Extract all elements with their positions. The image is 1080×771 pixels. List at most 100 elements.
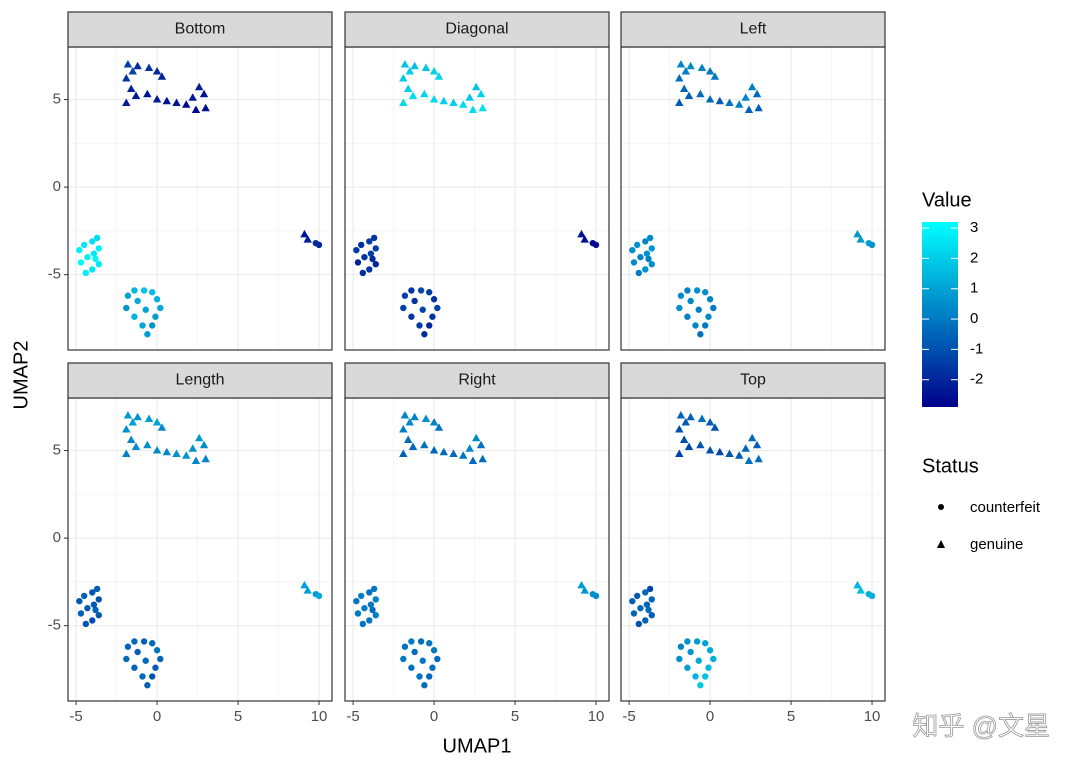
point bbox=[676, 655, 683, 663]
point bbox=[194, 433, 204, 442]
point bbox=[434, 304, 441, 312]
point bbox=[752, 89, 762, 98]
point bbox=[695, 657, 702, 664]
panel-background bbox=[68, 398, 332, 701]
point bbox=[642, 266, 649, 273]
strip bbox=[344, 362, 610, 399]
point bbox=[131, 638, 138, 645]
point bbox=[131, 287, 138, 294]
point bbox=[95, 596, 102, 603]
point bbox=[300, 580, 309, 589]
point bbox=[735, 100, 744, 108]
color-legend-title: Value bbox=[922, 189, 972, 211]
point bbox=[400, 411, 410, 419]
point bbox=[633, 592, 641, 600]
x-axis-title: UMAP1 bbox=[443, 735, 512, 757]
point bbox=[372, 245, 379, 252]
point bbox=[152, 95, 162, 103]
point bbox=[144, 682, 151, 689]
point bbox=[697, 682, 704, 689]
point bbox=[162, 96, 171, 105]
point bbox=[684, 442, 694, 451]
point bbox=[697, 331, 704, 338]
point bbox=[144, 414, 154, 423]
point bbox=[124, 292, 132, 299]
point bbox=[191, 456, 201, 465]
point bbox=[134, 297, 141, 305]
watermark: 知乎 @文星 bbox=[912, 711, 1050, 741]
strip-label: Length bbox=[176, 372, 225, 389]
point bbox=[646, 234, 654, 242]
point bbox=[635, 620, 643, 628]
point bbox=[417, 638, 425, 645]
point bbox=[408, 638, 415, 645]
point bbox=[421, 682, 428, 689]
point bbox=[152, 67, 162, 75]
point bbox=[684, 287, 691, 294]
point bbox=[92, 606, 99, 614]
point bbox=[89, 617, 96, 624]
point bbox=[675, 425, 684, 433]
point bbox=[853, 229, 862, 238]
point bbox=[416, 322, 423, 329]
y-tick-label: -5 bbox=[48, 266, 61, 283]
point bbox=[408, 664, 415, 671]
point bbox=[400, 304, 407, 312]
point bbox=[648, 596, 655, 603]
point bbox=[702, 640, 709, 647]
point bbox=[693, 287, 701, 294]
point bbox=[868, 592, 876, 600]
point bbox=[354, 610, 362, 617]
point bbox=[123, 60, 133, 68]
point bbox=[706, 647, 714, 654]
point bbox=[449, 98, 458, 107]
point bbox=[687, 648, 694, 656]
point bbox=[370, 585, 378, 593]
point bbox=[856, 235, 865, 243]
point bbox=[123, 304, 130, 312]
point bbox=[630, 259, 638, 266]
point bbox=[92, 255, 99, 263]
point bbox=[853, 580, 862, 589]
point bbox=[459, 100, 468, 108]
point bbox=[752, 440, 762, 449]
point bbox=[648, 245, 655, 252]
point bbox=[754, 103, 763, 112]
point bbox=[152, 418, 162, 426]
y-tick-label: 0 bbox=[53, 529, 61, 546]
point bbox=[710, 72, 720, 80]
point bbox=[82, 620, 90, 628]
point bbox=[188, 444, 197, 452]
point bbox=[420, 89, 429, 98]
point bbox=[429, 67, 439, 75]
point bbox=[696, 89, 705, 98]
point bbox=[478, 103, 487, 112]
x-tick-label: 5 bbox=[787, 708, 795, 725]
point bbox=[361, 253, 368, 261]
point bbox=[676, 411, 686, 419]
x-tick-label: -5 bbox=[622, 708, 635, 725]
point bbox=[465, 93, 474, 101]
point bbox=[366, 238, 373, 245]
point bbox=[426, 322, 433, 329]
point bbox=[705, 664, 712, 671]
point bbox=[705, 313, 712, 320]
y-axis-title: UMAP2 bbox=[10, 341, 32, 410]
point bbox=[80, 241, 88, 249]
point bbox=[194, 82, 204, 91]
point bbox=[741, 93, 750, 101]
strip-label: Top bbox=[740, 372, 766, 389]
point bbox=[725, 98, 734, 107]
point bbox=[629, 597, 636, 605]
point bbox=[710, 655, 717, 663]
point bbox=[648, 611, 655, 619]
strip bbox=[344, 11, 610, 48]
point bbox=[142, 657, 149, 664]
point bbox=[429, 418, 439, 426]
point bbox=[367, 601, 375, 608]
y-tick-label: -5 bbox=[48, 617, 61, 634]
point bbox=[468, 105, 478, 114]
point bbox=[434, 655, 441, 663]
point bbox=[128, 418, 137, 426]
point bbox=[697, 63, 707, 72]
